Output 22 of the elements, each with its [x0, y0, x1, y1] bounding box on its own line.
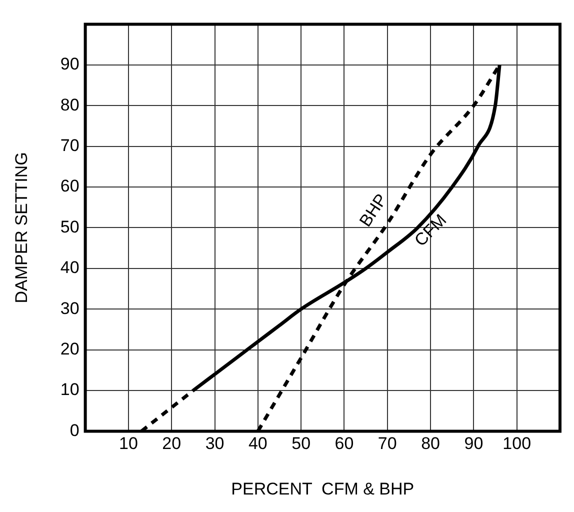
y-tick-label: 90: [60, 54, 80, 74]
y-tick-label: 50: [60, 217, 80, 236]
x-tick-label: 40: [248, 434, 268, 454]
x-tick-label: 60: [334, 434, 354, 454]
y-tick-label: 20: [60, 339, 80, 358]
y-tick-label: 40: [60, 258, 80, 278]
x-tick-label: 30: [205, 434, 224, 454]
x-tick-label: 80: [421, 434, 440, 454]
x-tick-label: 50: [292, 434, 311, 454]
y-tick-label: 0: [70, 420, 80, 440]
y-tick-label: 70: [60, 136, 80, 155]
y-tick-label: 10: [60, 380, 80, 400]
y-tick-label: 30: [60, 298, 80, 318]
y-axis-title: DAMPER SETTING: [12, 152, 31, 304]
x-tick-label: 100: [502, 434, 532, 454]
y-tick-label: 80: [60, 95, 80, 114]
x-axis-title: PERCENT CFM & BHP: [231, 479, 414, 498]
y-tick-label: 60: [60, 176, 80, 196]
x-tick-label: 10: [119, 434, 138, 454]
x-tick-label: 70: [378, 434, 397, 454]
x-tick-label: 20: [162, 434, 182, 454]
x-tick-label: 90: [464, 434, 484, 454]
